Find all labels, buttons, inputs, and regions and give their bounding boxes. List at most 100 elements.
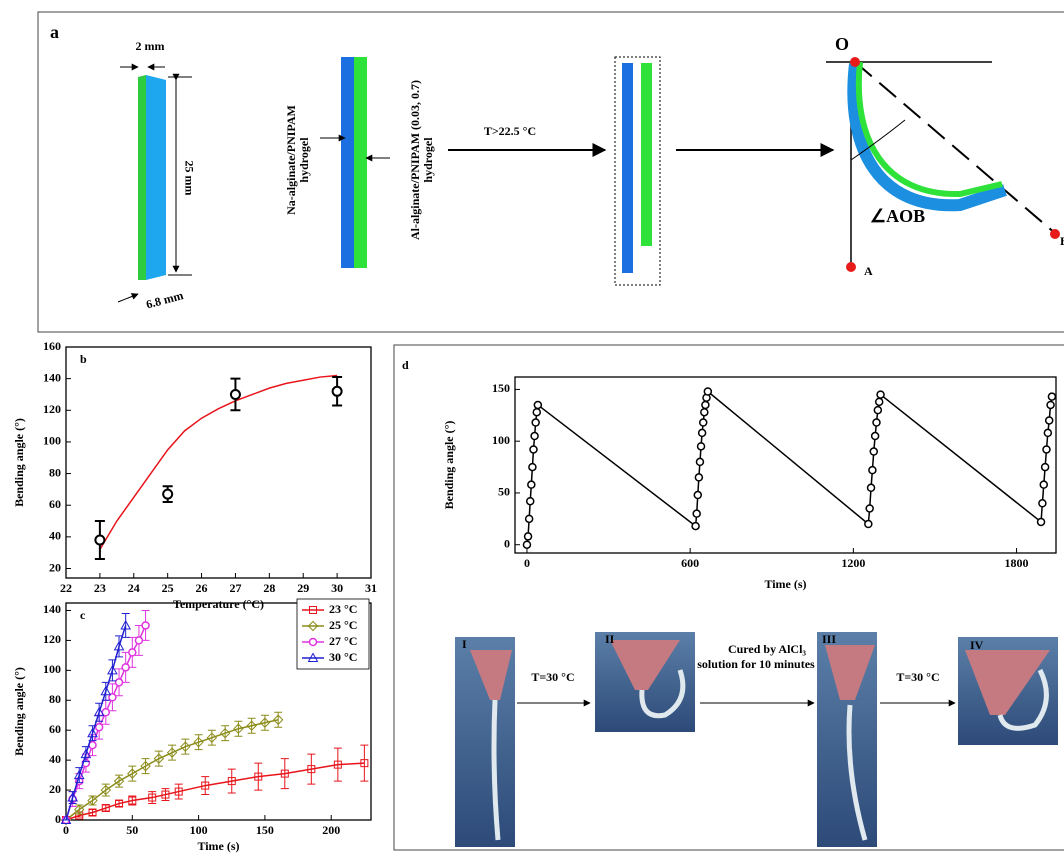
marker bbox=[227, 777, 236, 786]
marker bbox=[219, 727, 231, 739]
dim-label: 25 mm bbox=[182, 161, 196, 196]
error-bar bbox=[181, 738, 190, 755]
marker bbox=[703, 387, 713, 396]
x-tick-label: 31 bbox=[365, 581, 377, 595]
marker bbox=[1044, 416, 1054, 425]
marker bbox=[101, 707, 111, 717]
plot-frame bbox=[65, 346, 372, 579]
marker bbox=[522, 540, 532, 549]
marker bbox=[148, 793, 157, 802]
x-axis-label: Temperature (°C) bbox=[173, 597, 264, 611]
error-bar bbox=[101, 681, 110, 701]
dim-label: 6.8 mm bbox=[145, 288, 185, 311]
marker bbox=[528, 462, 537, 472]
y-tick-label: 120 bbox=[43, 632, 61, 646]
error-bar bbox=[194, 734, 203, 751]
sample bbox=[997, 668, 1049, 731]
y-tick-label: 120 bbox=[43, 402, 61, 416]
error-bar bbox=[207, 729, 216, 746]
marker bbox=[107, 664, 118, 675]
marker bbox=[127, 768, 138, 779]
marker bbox=[309, 606, 317, 614]
marker bbox=[360, 759, 369, 768]
x-tick-label: 600 bbox=[681, 556, 699, 570]
bent-strip bbox=[847, 63, 1007, 212]
marker bbox=[206, 732, 218, 743]
y-tick-label: 60 bbox=[49, 497, 61, 511]
error-bar bbox=[128, 765, 137, 782]
marker bbox=[700, 407, 709, 417]
marker bbox=[866, 483, 876, 493]
tweezer bbox=[965, 650, 1050, 715]
marker bbox=[100, 784, 111, 796]
marker bbox=[1040, 462, 1050, 472]
marker bbox=[121, 663, 130, 672]
marker bbox=[873, 405, 883, 415]
error-bar bbox=[280, 758, 289, 790]
sample bbox=[846, 704, 868, 841]
error-bar bbox=[95, 702, 104, 722]
x-axis-label: Time (s) bbox=[764, 577, 806, 591]
marker bbox=[533, 400, 543, 410]
marker bbox=[530, 431, 539, 441]
panel-frame bbox=[37, 11, 1064, 333]
condition-label: T>22.5 °C bbox=[484, 124, 536, 138]
y-tick-label: 140 bbox=[43, 602, 61, 616]
marker bbox=[697, 428, 707, 438]
marker bbox=[141, 621, 150, 630]
plot-frame bbox=[514, 376, 1057, 554]
marker bbox=[333, 760, 342, 769]
marker bbox=[1046, 400, 1055, 410]
y-tick-label: 60 bbox=[49, 722, 61, 736]
fit-line bbox=[99, 374, 338, 550]
marker bbox=[259, 717, 271, 728]
y-axis-label: Bending angle (°) bbox=[12, 667, 26, 756]
marker bbox=[698, 418, 708, 427]
error-bar bbox=[227, 768, 236, 794]
angle-label: ∠AOB bbox=[870, 206, 925, 226]
marker bbox=[67, 792, 78, 802]
photo-label: II bbox=[605, 632, 615, 646]
error-bar bbox=[254, 762, 263, 791]
dashed-box bbox=[614, 56, 661, 286]
point-label: A bbox=[864, 264, 873, 278]
marker bbox=[1036, 517, 1046, 527]
marker bbox=[246, 720, 257, 731]
dim-label: 2 mm bbox=[136, 39, 165, 53]
marker bbox=[869, 447, 879, 456]
marker bbox=[113, 640, 125, 651]
marker bbox=[876, 390, 885, 399]
error-bar bbox=[101, 804, 110, 812]
x-tick-label: 24 bbox=[128, 581, 140, 595]
layer-blue bbox=[341, 57, 354, 268]
error-bar bbox=[168, 744, 177, 761]
marker bbox=[524, 514, 534, 524]
marker bbox=[331, 385, 343, 397]
y-tick-label: 20 bbox=[49, 560, 61, 574]
panel-a: a 2 mm 25 mm 6.8 mm Na-alginate/PNIPAM h… bbox=[37, 11, 1064, 333]
bent-strip bbox=[855, 61, 1003, 198]
point bbox=[1050, 229, 1060, 239]
marker bbox=[166, 747, 178, 758]
legend-label: 27 °C bbox=[329, 634, 357, 648]
error-bar bbox=[333, 747, 342, 782]
marker bbox=[128, 796, 137, 805]
dashed-line bbox=[854, 61, 1057, 235]
photo-label: IV bbox=[970, 638, 984, 652]
step-label: T=30 °C bbox=[896, 670, 939, 684]
marker bbox=[696, 442, 706, 451]
marker bbox=[153, 753, 165, 764]
marker bbox=[531, 418, 540, 427]
y-tick-label: 140 bbox=[43, 370, 61, 384]
marker bbox=[87, 795, 98, 806]
marker bbox=[1038, 499, 1047, 508]
marker bbox=[525, 496, 535, 506]
x-tick-label: 100 bbox=[190, 823, 208, 837]
x-tick-label: 22 bbox=[60, 581, 72, 595]
marker bbox=[1047, 392, 1057, 401]
marker bbox=[695, 457, 705, 467]
x-tick-label: 23 bbox=[94, 581, 106, 595]
marker bbox=[693, 490, 703, 500]
marker bbox=[80, 748, 92, 759]
x-tick-label: 0 bbox=[524, 556, 530, 570]
